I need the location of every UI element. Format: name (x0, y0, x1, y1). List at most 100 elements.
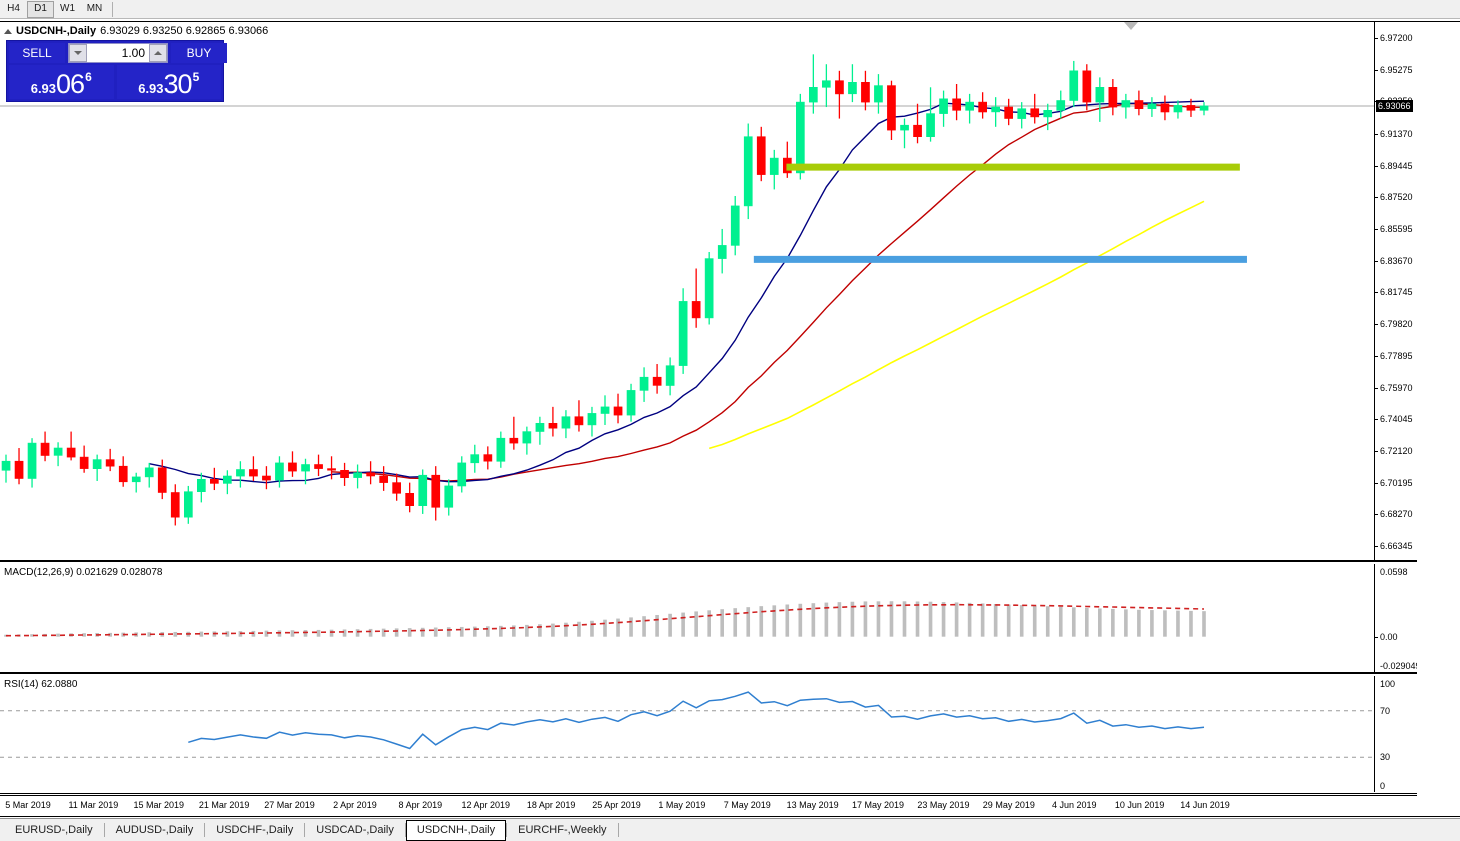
date-axis-label: 18 Apr 2019 (526, 800, 576, 810)
buy-button[interactable]: BUY (171, 43, 227, 63)
macd-canvas (4, 601, 1206, 637)
chart-tab-usdchf--daily[interactable]: USDCHF-,Daily (216, 824, 294, 836)
price-axis-label: 6.89445 (1380, 160, 1413, 171)
tab-divider (103, 823, 105, 837)
bid-price-fraction: 6 (85, 70, 92, 84)
price-axis-label: 6.97200 (1380, 32, 1413, 43)
tab-divider (404, 823, 406, 837)
date-axis-label: 1 May 2019 (658, 800, 706, 810)
price-axis-tick (1375, 292, 1378, 294)
macd-pane[interactable]: MACD(12,26,9) 0.021629 0.028078 0.0598 0.… (0, 564, 1417, 674)
chart-tabs-bar: EURUSD-,Daily AUDUSD-,Daily USDCHF-,Daily U… (0, 818, 1460, 841)
price-axis-tick (1375, 514, 1378, 516)
chart-symbol-name: USDCNH-,Daily (16, 25, 97, 37)
rsi-axis-label: 30 (1380, 752, 1391, 763)
bid-price-main: 06 (56, 69, 85, 99)
rsi-axis-label: 0 (1380, 781, 1386, 791)
price-axis-tick (1375, 324, 1378, 326)
tab-divider (304, 823, 306, 837)
macd-axis: 0.0598 0.00 -0.029049 (1374, 564, 1417, 672)
trade-panel-quotes-row: 6.93 06 6 6.93 30 5 (7, 65, 223, 101)
chart-tab-eurusd--daily[interactable]: EURUSD-,Daily (15, 824, 93, 836)
chart-drag-marker-icon[interactable] (1124, 22, 1138, 30)
price-axis-tick (1375, 419, 1378, 421)
ask-price-prefix: 6.93 (138, 81, 164, 96)
sell-button[interactable]: SELL (9, 43, 65, 63)
date-axis-label: 21 Mar 2019 (198, 800, 250, 810)
price-axis-label: 6.83670 (1380, 255, 1413, 266)
chart-tab-eurchf--weekly[interactable]: EURCHF-,Weekly (518, 824, 607, 836)
one-click-trade-panel: SELL 1.00 BUY 6.93 06 6 6.93 (6, 40, 227, 102)
timeframe-toolbar: H4 D1 W1 MN (0, 0, 1460, 19)
date-axis-label: 23 May 2019 (917, 800, 970, 810)
rsi-canvas (0, 691, 1417, 758)
date-axis-label: 27 Mar 2019 (264, 800, 315, 810)
price-axis-label: 6.75970 (1380, 382, 1413, 393)
ask-price-main: 30 (163, 69, 193, 99)
rsi-pane[interactable]: RSI(14) 62.0880 100 70 30 0 (0, 676, 1417, 794)
volume-increment-button[interactable] (149, 44, 167, 62)
tab-divider (204, 823, 206, 837)
date-axis-label: 14 Jun 2019 (1180, 800, 1230, 810)
timeframe-button-mn[interactable]: MN (86, 3, 103, 14)
price-chart-canvas[interactable] (0, 22, 1417, 562)
date-axis-label: 7 May 2019 (723, 800, 771, 810)
tab-divider (506, 823, 508, 837)
volume-stepper[interactable]: 1.00 (68, 43, 168, 63)
rsi-axis-label: 100 (1380, 679, 1396, 689)
date-axis-label: 2 Apr 2019 (333, 800, 377, 810)
price-axis-label: 6.87520 (1380, 192, 1413, 203)
date-axis-label: 29 May 2019 (982, 800, 1035, 810)
rsi-label: RSI(14) 62.0880 (4, 679, 78, 690)
price-axis-label: 6.68270 (1380, 509, 1413, 520)
price-axis-label: 6.91370 (1380, 128, 1413, 139)
price-chart-pane[interactable]: USDCNH-,Daily 6.93029 6.93250 6.92865 6.… (0, 22, 1417, 562)
timeframe-button-w1[interactable]: W1 (60, 3, 75, 14)
price-axis-tick (1375, 165, 1378, 167)
chevron-up-icon (154, 51, 162, 55)
bid-price-button[interactable]: 6.93 06 6 (9, 65, 114, 99)
date-axis-label: 15 Mar 2019 (133, 800, 185, 810)
macd-axis-label: 0.00 (1380, 631, 1398, 642)
price-axis[interactable]: 6.972006.952756.933506.913706.894456.875… (1374, 22, 1417, 560)
ask-price-button[interactable]: 6.93 30 5 (116, 65, 221, 99)
chart-tab-usdcad--daily[interactable]: USDCAD-,Daily (316, 824, 394, 836)
chevron-down-icon (74, 51, 82, 55)
price-axis-label: 6.81745 (1380, 287, 1413, 298)
price-axis-label: 6.74045 (1380, 414, 1413, 425)
price-axis-tick (1375, 451, 1378, 452)
date-axis[interactable]: 5 Mar 2019 11 Mar 2019 15 Mar 2019 21 Mar 2… (0, 795, 1417, 815)
price-axis-label: 6.66345 (1380, 541, 1413, 552)
date-axis-label: 5 Mar 2019 (5, 800, 51, 810)
chart-tab-audusd--daily[interactable]: AUDUSD-,Daily (115, 824, 194, 836)
timeframe-button-d1[interactable]: D1 (27, 0, 54, 18)
date-axis-label: 11 Mar 2019 (68, 800, 119, 810)
price-axis-tick (1375, 37, 1378, 39)
price-axis-tick (1375, 133, 1378, 135)
chart-tab-usdcnh--daily[interactable]: USDCNH-,Daily (405, 819, 507, 841)
price-axis-label: 6.72120 (1380, 446, 1413, 456)
ask-price-fraction: 5 (192, 70, 200, 84)
bid-price-prefix: 6.93 (30, 81, 57, 96)
date-axis-label: 4 Jun 2019 (1051, 800, 1097, 810)
price-axis-tick (1375, 69, 1378, 71)
price-axis-tick (1375, 387, 1378, 389)
price-axis-label: 6.70195 (1380, 477, 1413, 488)
date-axis-label: 17 May 2019 (852, 800, 905, 810)
rsi-axis-label: 70 (1380, 705, 1391, 716)
price-axis-tick (1375, 482, 1378, 484)
price-axis-tick (1375, 197, 1378, 199)
price-axis-tick (1375, 546, 1378, 548)
chart-ohlc-values: 6.93029 6.93250 6.92865 6.93066 (100, 25, 269, 37)
triangle-up-icon (4, 28, 12, 34)
timeframe-button-h4[interactable]: H4 (7, 3, 20, 14)
macd-axis-tick (1375, 636, 1378, 638)
price-axis-label: 6.95275 (1380, 64, 1413, 75)
chart-window: USDCNH-,Daily 6.93029 6.93250 6.92865 6.… (0, 21, 1460, 817)
volume-input[interactable]: 1.00 (87, 44, 149, 62)
date-axis-label: 13 May 2019 (786, 800, 839, 810)
current-price-label: 6.93066 (1376, 99, 1413, 112)
date-axis-label: 10 Jun 2019 (1114, 800, 1165, 810)
date-axis-label: 8 Apr 2019 (398, 800, 443, 810)
volume-decrement-button[interactable] (69, 44, 87, 62)
